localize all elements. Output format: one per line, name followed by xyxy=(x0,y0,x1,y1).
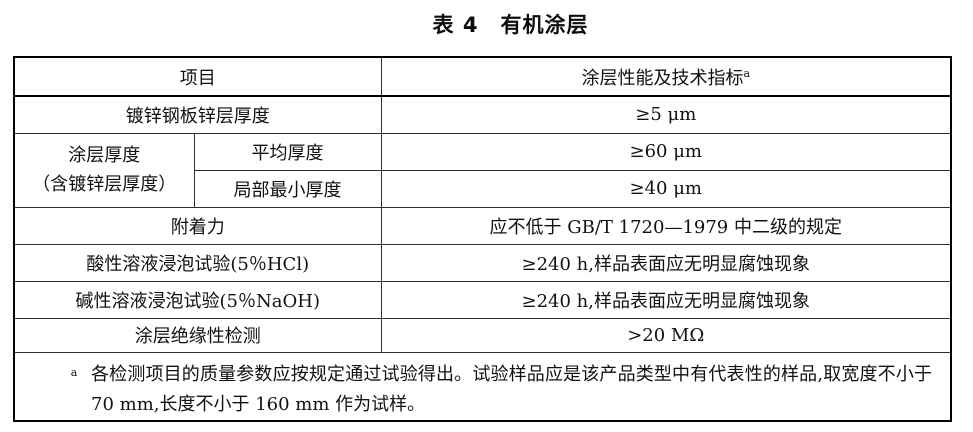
header-cell-spec: 涂层性能及技术指标a xyxy=(380,56,952,97)
header-cell-item: 项目 xyxy=(13,56,382,97)
table-row-insulation: 涂层绝缘性检测 >20 MΩ xyxy=(13,317,952,353)
cell-item-acid-immersion: 酸性溶液浸泡试验(5％HCl) xyxy=(13,243,382,282)
footnote-marker: a xyxy=(70,365,78,379)
cell-item-alkali-immersion: 碱性溶液浸泡试验(5％NaOH) xyxy=(13,280,382,319)
cell-value-alkali-immersion: ≥240 h,样品表面应无明显腐蚀现象 xyxy=(380,280,952,319)
table-row-coating-thickness-avg: 涂层厚度 （含镀锌层厚度） 平均厚度 ≥60 μm xyxy=(13,132,952,208)
table-row-footnote: a 各检测项目的质量参数应按规定通过试验得出。试验样品应是该产品类型中有代表性的… xyxy=(13,351,952,421)
table-row-acid-immersion: 酸性溶液浸泡试验(5％HCl) ≥240 h,样品表面应无明显腐蚀现象 xyxy=(13,243,952,282)
coating-thickness-line1: 涂层厚度 xyxy=(68,145,141,166)
header-spec-label: 涂层性能及技术指标 xyxy=(581,67,744,89)
table-title: 表 4 有机涂层 xyxy=(432,13,589,37)
cell-item-adhesion: 附着力 xyxy=(13,206,382,245)
cell-value-local-min-thickness: ≥40 μm xyxy=(380,169,952,208)
table-row-zinc-thickness: 镀锌钢板锌层厚度 ≥5 μm xyxy=(13,95,952,134)
cell-value-insulation: >20 MΩ xyxy=(380,317,952,353)
cell-item-local-min-thickness: 局部最小厚度 xyxy=(193,169,382,208)
table-row-alkali-immersion: 碱性溶液浸泡试验(5％NaOH) ≥240 h,样品表面应无明显腐蚀现象 xyxy=(13,280,952,319)
cell-item-insulation: 涂层绝缘性检测 xyxy=(13,317,382,353)
cell-value-acid-immersion: ≥240 h,样品表面应无明显腐蚀现象 xyxy=(380,243,952,282)
footnote-text: 各检测项目的质量参数应按规定通过试验得出。试验样品应是该产品类型中有代表性的样品… xyxy=(91,363,932,415)
organic-coating-spec-table: 项目 涂层性能及技术指标a 镀锌钢板锌层厚度 ≥5 μm 涂层厚度 （含镀锌层厚… xyxy=(13,56,952,422)
footnote: a 各检测项目的质量参数应按规定通过试验得出。试验样品应是该产品类型中有代表性的… xyxy=(15,353,950,420)
cell-item-average-thickness: 平均厚度 xyxy=(193,132,382,171)
cell-value-average-thickness: ≥60 μm xyxy=(380,132,952,171)
table-row-coating-thickness-min: 局部最小厚度 ≥40 μm xyxy=(14,169,952,208)
footnote-marker-superscript: a xyxy=(743,66,751,80)
footnote-cell: a 各检测项目的质量参数应按规定通过试验得出。试验样品应是该产品类型中有代表性的… xyxy=(13,351,952,421)
cell-value-zinc: ≥5 μm xyxy=(380,95,952,134)
table-row-header: 项目 涂层性能及技术指标a xyxy=(13,56,952,97)
cell-value-adhesion: 应不低于 GB/T 1720—1979 中二级的规定 xyxy=(380,206,952,245)
coating-thickness-line2: （含镀锌层厚度） xyxy=(32,174,177,195)
table-row-adhesion: 附着力 应不低于 GB/T 1720—1979 中二级的规定 xyxy=(13,206,952,245)
cell-item-zinc: 镀锌钢板锌层厚度 xyxy=(13,95,382,134)
cell-item-coating-thickness-group: 涂层厚度 （含镀锌层厚度） xyxy=(13,132,195,208)
